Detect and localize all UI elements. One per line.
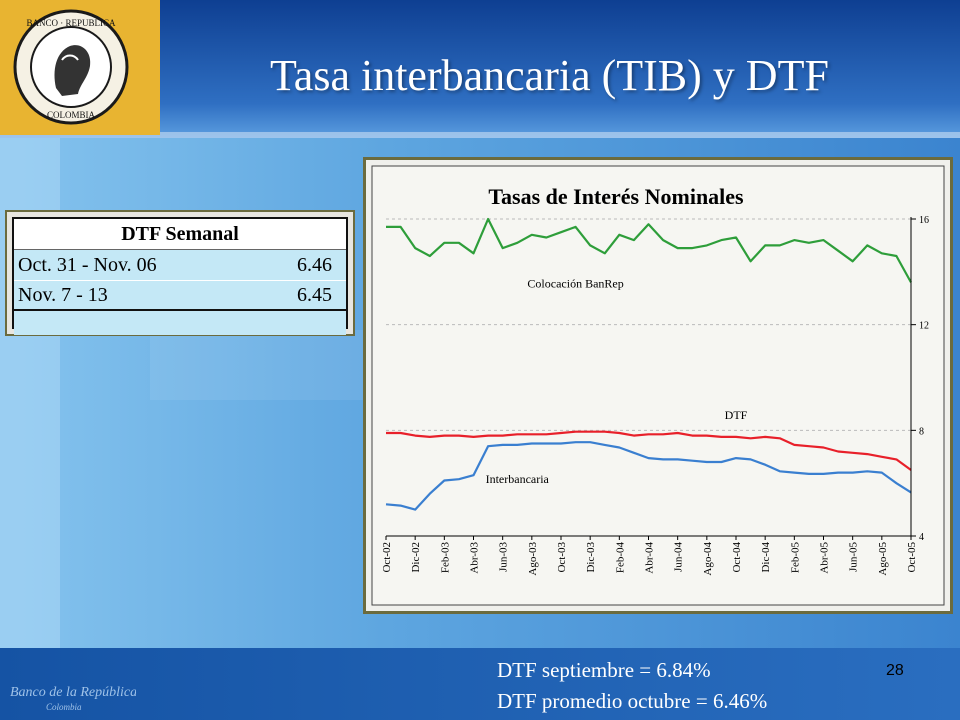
- y-tick-label: 12: [919, 321, 929, 332]
- chart-series-labels: Colocación BanRep DTF Interbancaria: [486, 276, 748, 486]
- table-cell-period: Nov. 7 - 13: [18, 284, 108, 306]
- table-cell-period: Oct. 31 - Nov. 06: [18, 254, 157, 276]
- series-label: Colocación BanRep: [527, 276, 623, 290]
- series-line-colocaci-n-banrep: [386, 217, 912, 283]
- page-number: 28: [886, 662, 904, 679]
- table-row: Nov. 7 - 13 6.45: [14, 281, 346, 311]
- x-tick-label: Feb-05: [789, 542, 801, 574]
- y-tick-label: 4: [919, 532, 924, 543]
- x-tick-label: Ago-03: [527, 542, 539, 576]
- chart-canvas: Tasas de Interés Nominales 4 8 12 16 Oct-02…: [371, 165, 945, 606]
- svg-text:COLOMBIA: COLOMBIA: [47, 110, 96, 120]
- x-tick-label: Feb-03: [439, 542, 451, 574]
- table-header: DTF Semanal: [14, 219, 346, 250]
- chart-x-axis: Oct-02 Dic-02 Feb-03 Abr-03 Jun-03 Ago-03 Oct-…: [381, 535, 918, 576]
- banco-de-la-republica-signature-logo: Banco de la República Colombia: [10, 685, 136, 712]
- slide-title: Tasa interbancaria (TIB) y DTF: [270, 51, 829, 100]
- logo-panel: BANCO · REPUBLICA COLOMBIA: [0, 0, 160, 135]
- footer-notes: DTF septiembre = 6.84% DTF promedio octu…: [497, 655, 767, 717]
- x-tick-label: Dic-02: [410, 542, 422, 573]
- x-tick-label: Abr-04: [644, 542, 656, 574]
- x-tick-label: Oct-05: [906, 542, 918, 573]
- x-tick-label: Feb-04: [614, 542, 626, 574]
- interest-rate-chart: Tasas de Interés Nominales 4 8 12 16 Oct-02…: [363, 157, 953, 614]
- y-tick-label: 16: [919, 215, 929, 226]
- series-line-dtf: [386, 430, 912, 471]
- x-tick-label: Abr-03: [469, 542, 481, 574]
- x-tick-label: Abr-05: [819, 542, 831, 574]
- x-tick-label: Dic-04: [760, 542, 772, 573]
- table-row: Oct. 31 - Nov. 06 6.46: [14, 250, 346, 280]
- y-tick-label: 8: [919, 426, 924, 437]
- footer-line-dtf-october: DTF promedio octubre = 6.46%: [497, 689, 768, 713]
- x-tick-label: Jun-03: [498, 542, 510, 572]
- dtf-weekly-table: DTF Semanal Oct. 31 - Nov. 06 6.46 Nov. …: [5, 210, 355, 336]
- x-tick-label: Jun-05: [848, 542, 860, 572]
- x-tick-label: Ago-04: [702, 542, 714, 576]
- series-label: DTF: [725, 408, 748, 422]
- table-cell-value: 6.46: [297, 254, 332, 276]
- chart-title: Tasas de Interés Nominales: [488, 184, 744, 209]
- x-tick-label: Jun-04: [673, 542, 685, 572]
- series-label: Interbancaria: [486, 472, 550, 486]
- x-tick-label: Oct-04: [731, 542, 743, 573]
- chart-series: [385, 217, 912, 511]
- x-tick-label: Dic-03: [585, 542, 597, 573]
- chart-y-axis: 4 8 12 16: [910, 215, 929, 543]
- x-tick-label: Ago-05: [877, 542, 889, 576]
- series-line-interbancaria: [385, 441, 912, 511]
- svg-text:Colombia: Colombia: [46, 702, 82, 712]
- footer-line-dtf-september: DTF septiembre = 6.84%: [497, 658, 711, 682]
- banco-de-la-republica-seal-icon: BANCO · REPUBLICA COLOMBIA: [13, 9, 129, 125]
- svg-text:Banco de la República: Banco de la República: [10, 685, 136, 700]
- table-row-empty: [14, 311, 346, 335]
- table-cell-value: 6.45: [297, 284, 332, 306]
- x-tick-label: Oct-02: [381, 542, 393, 573]
- svg-text:BANCO · REPUBLICA: BANCO · REPUBLICA: [26, 18, 116, 28]
- x-tick-label: Oct-03: [556, 542, 568, 573]
